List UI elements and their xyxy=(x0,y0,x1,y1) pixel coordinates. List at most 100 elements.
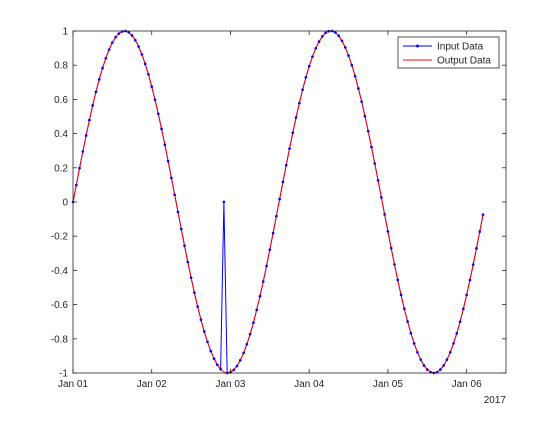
data-point xyxy=(347,54,350,57)
data-point xyxy=(114,35,117,39)
data-point xyxy=(481,213,485,216)
data-point xyxy=(101,66,104,70)
y-tick-label: -1 xyxy=(59,369,68,380)
data-point xyxy=(455,332,458,335)
data-point xyxy=(360,100,363,103)
data-point xyxy=(180,227,183,231)
legend-label-output: Output Data xyxy=(437,56,491,67)
data-point xyxy=(416,351,419,354)
data-point xyxy=(380,196,383,199)
data-point xyxy=(75,183,78,187)
data-point xyxy=(350,63,354,67)
data-point xyxy=(445,358,449,361)
x-tick-label: Jan 01 xyxy=(58,379,88,390)
data-point xyxy=(386,230,390,233)
data-point xyxy=(143,62,147,66)
data-point xyxy=(370,145,373,149)
data-point xyxy=(337,34,340,37)
y-tick-label: 0.6 xyxy=(54,95,68,106)
data-point xyxy=(248,332,252,336)
data-point xyxy=(285,164,288,167)
data-point xyxy=(189,276,193,279)
data-point xyxy=(449,351,452,354)
data-point xyxy=(150,85,153,88)
data-point xyxy=(475,247,478,250)
data-point xyxy=(94,90,98,94)
legend-box xyxy=(397,36,500,69)
series-layer xyxy=(71,29,485,375)
ticks-layer: -1 -0.8 -0.6 -0.4 -0.2 0 0.2 0.4 0.6 0.8 1 Jan 01 Ja… xyxy=(51,27,506,390)
data-point xyxy=(478,230,481,233)
x-tick-label: Jan 02 xyxy=(137,379,167,390)
data-point xyxy=(166,159,170,163)
data-point xyxy=(278,197,281,201)
data-point xyxy=(265,264,268,268)
data-point xyxy=(426,368,429,371)
data-point xyxy=(235,364,239,368)
x-axis-secondary-label: 2017 xyxy=(484,395,507,406)
data-point xyxy=(157,112,160,115)
data-point xyxy=(373,162,376,165)
data-point xyxy=(111,41,114,44)
data-point xyxy=(104,56,108,60)
data-point xyxy=(206,340,209,344)
data-point xyxy=(209,349,212,353)
data-point xyxy=(98,78,101,81)
data-point xyxy=(127,31,130,34)
data-point xyxy=(452,342,455,345)
data-point xyxy=(301,88,304,91)
data-point xyxy=(255,308,258,312)
data-point xyxy=(232,368,235,372)
y-tick-label: 0.8 xyxy=(54,61,68,72)
x-tick-label: Jan 03 xyxy=(215,379,245,390)
data-point xyxy=(472,263,475,266)
data-point xyxy=(462,307,465,311)
data-point xyxy=(321,35,324,38)
data-point xyxy=(412,342,416,345)
data-point xyxy=(91,104,94,107)
data-point xyxy=(78,166,81,170)
data-point xyxy=(117,32,121,35)
data-point xyxy=(245,343,249,346)
data-point xyxy=(88,118,91,122)
data-point xyxy=(376,179,380,182)
data-point xyxy=(304,76,308,79)
data-point xyxy=(465,293,468,297)
y-tick-label: 1 xyxy=(62,27,68,38)
data-point xyxy=(173,193,176,197)
data-point xyxy=(196,305,199,308)
data-point xyxy=(439,368,442,371)
data-point xyxy=(130,34,134,37)
data-point xyxy=(219,368,222,371)
series-line-output-data xyxy=(72,30,484,374)
x-tick-label: Jan 06 xyxy=(452,379,482,390)
data-point xyxy=(268,248,272,251)
x-tick-label: Jan 04 xyxy=(294,379,324,390)
data-point xyxy=(199,318,203,321)
data-point xyxy=(203,330,206,333)
y-tick-label: -0.6 xyxy=(51,300,69,311)
y-tick-label: -0.8 xyxy=(51,334,69,345)
data-point xyxy=(396,278,399,282)
data-point xyxy=(340,39,344,43)
data-point xyxy=(367,130,370,133)
input-markers-overlay xyxy=(71,29,485,375)
data-point xyxy=(281,180,285,184)
data-point xyxy=(134,39,137,42)
data-point xyxy=(176,210,180,214)
data-point xyxy=(216,363,219,366)
data-point xyxy=(393,263,396,266)
data-point xyxy=(314,47,317,50)
data-point xyxy=(458,320,462,323)
data-point xyxy=(468,278,472,282)
data-point xyxy=(84,134,88,137)
data-point xyxy=(186,260,190,264)
y-tick-label: 0 xyxy=(62,198,68,209)
data-point xyxy=(183,244,186,247)
y-tick-label: 0.2 xyxy=(54,163,68,174)
legend: Input Data Output Data xyxy=(397,36,500,69)
data-point xyxy=(262,280,265,283)
data-point xyxy=(294,116,298,119)
data-point xyxy=(170,176,173,180)
data-point xyxy=(442,364,445,367)
